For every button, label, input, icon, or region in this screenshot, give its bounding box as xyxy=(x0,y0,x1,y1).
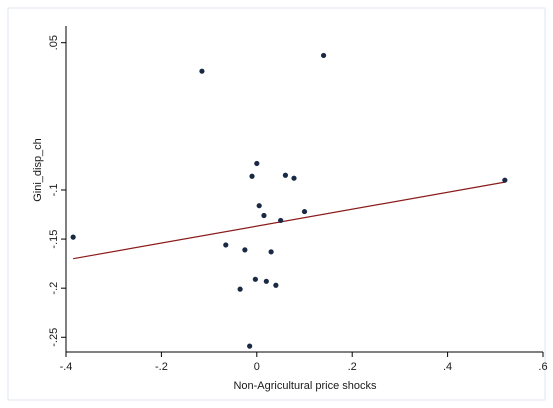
x-tick-label: .2 xyxy=(348,361,357,373)
x-tick-label: 0 xyxy=(254,361,260,373)
data-point xyxy=(199,68,205,74)
y-axis-title: Gini_disp_ch xyxy=(32,138,44,202)
data-point xyxy=(502,177,508,183)
data-point xyxy=(320,52,327,59)
data-point xyxy=(301,208,308,215)
data-point xyxy=(252,276,258,282)
x-tick-label: -.2 xyxy=(155,361,168,373)
y-tick-label: -.1 xyxy=(48,184,60,197)
x-axis-title: Non-Agricultural price shocks xyxy=(233,380,377,392)
data-point xyxy=(247,343,253,349)
y-tick-label: -.25 xyxy=(48,328,60,347)
axes: -.4 -.2 0 .2 .4 .6 .05 -.1 -.15 -.2 -.25 xyxy=(48,26,548,373)
points-layer xyxy=(70,52,508,349)
data-point xyxy=(223,242,229,248)
y-tick-label: -.2 xyxy=(48,282,60,295)
x-tick-label: .4 xyxy=(443,361,452,373)
data-point xyxy=(273,282,279,288)
data-point xyxy=(261,212,267,219)
data-point xyxy=(256,203,262,209)
data-point xyxy=(254,160,260,167)
data-point xyxy=(263,278,269,284)
data-point xyxy=(237,286,243,292)
fitted-line xyxy=(73,181,505,260)
y-tick-label: .05 xyxy=(48,35,60,50)
data-point xyxy=(70,234,76,240)
data-point xyxy=(278,217,284,224)
data-point xyxy=(249,173,255,179)
x-tick-label: -.4 xyxy=(60,361,73,373)
fit-line-layer xyxy=(73,181,505,260)
data-point xyxy=(268,249,274,255)
data-point xyxy=(282,172,289,178)
y-tick-label: -.15 xyxy=(48,230,60,249)
x-tick-label: .6 xyxy=(538,361,547,373)
data-point xyxy=(242,247,248,253)
data-point xyxy=(291,175,297,181)
plot-frame xyxy=(7,7,546,401)
